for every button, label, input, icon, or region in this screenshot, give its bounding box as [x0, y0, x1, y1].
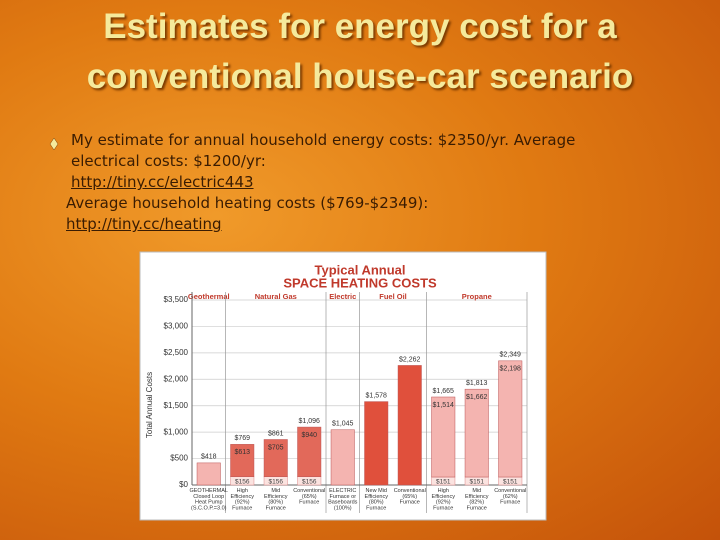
link[interactable]: http://tiny.cc/heating [66, 215, 222, 233]
value-label: $1,662 [466, 394, 488, 401]
x-tick-label: Conventional (62%) Furnace [494, 488, 526, 506]
bar-segment [464, 388, 489, 478]
total-label: $1,813 [466, 380, 488, 387]
x-tick-label: Conventional (65%) Furnace [293, 488, 325, 506]
value-label: $156 [235, 479, 250, 486]
value-label: $613 [234, 449, 250, 456]
bar-segment [364, 401, 389, 486]
bullet-line: electrical costs: $1200/yr: [71, 152, 266, 170]
group-label: Natural Gas [255, 292, 297, 301]
group-label: Propane [462, 292, 492, 301]
link[interactable]: http://tiny.cc/electric443 [71, 173, 254, 191]
value-label: $156 [302, 479, 317, 486]
x-tick-label: High Efficiency (92%) Furnace [432, 488, 456, 511]
bar-segment [230, 444, 255, 478]
bar-segment [330, 429, 355, 486]
bar-segment [196, 462, 221, 486]
y-tick-label: $3,500 [164, 295, 189, 304]
value-label: $705 [268, 444, 284, 451]
total-label: $769 [234, 435, 250, 442]
value-label: $1,514 [433, 402, 455, 409]
chart-subtitle: SPACE HEATING COSTS [283, 275, 437, 290]
total-label: $1,665 [433, 388, 455, 395]
x-tick-label: ELECTRIC Furnace or Baseboards (100%) [328, 488, 358, 511]
y-tick-label: $0 [179, 480, 188, 489]
bullet-block: My estimate for annual household energy … [50, 130, 575, 235]
bar-segment [498, 360, 523, 478]
group-label: Fuel Oil [379, 292, 407, 301]
value-label: $151 [436, 479, 451, 486]
bullet-icon [49, 137, 59, 151]
y-axis-label: Total Annual Costs [145, 372, 154, 438]
bar-segment [397, 365, 422, 486]
slide-title: Estimates for energy cost for a conventi… [86, 7, 634, 96]
bar-segment [263, 439, 288, 478]
bar-segment [431, 396, 456, 478]
value-label: $151 [503, 479, 518, 486]
x-tick-label: Conventional (65%) Furnace [394, 488, 426, 506]
x-tick-label: High Efficiency (92%) Furnace [231, 488, 255, 511]
x-tick-label: GEOTHERMAL Closed Loop Heat Pump (S.C.O.P.=… [189, 488, 228, 511]
y-tick-label: $2,500 [164, 348, 189, 357]
value-label: $418 [201, 454, 217, 461]
y-tick-label: $1,500 [164, 401, 189, 410]
value-label: $156 [269, 479, 284, 486]
group-label: Geothermal [188, 292, 230, 301]
group-label: Electric [329, 292, 356, 301]
x-tick-label: New Mid Efficiency (80%) Furnace [365, 488, 389, 511]
value-label: $1,578 [366, 392, 388, 399]
y-tick-label: $3,000 [164, 322, 189, 331]
total-label: $2,349 [500, 352, 522, 359]
y-tick-label: $500 [170, 454, 188, 463]
bullet-line: My estimate for annual household energy … [71, 131, 576, 149]
y-tick-label: $1,000 [164, 427, 189, 436]
x-tick-label: Mid Efficiency (82%) Furnace [465, 488, 489, 511]
total-label: $861 [268, 430, 284, 437]
chart-title: Typical Annual [314, 262, 405, 277]
y-tick-label: $2,000 [164, 374, 189, 383]
bar-segment [297, 426, 322, 478]
value-label: $2,262 [399, 356, 421, 363]
value-label: $940 [301, 432, 317, 439]
bullet-line: Average household heating costs ($769-$2… [66, 194, 429, 212]
x-tick-label: Mid Efficiency (80%) Furnace [264, 488, 288, 511]
total-label: $1,096 [299, 418, 321, 425]
value-label: $1,045 [332, 421, 354, 428]
value-label: $151 [470, 479, 485, 486]
value-label: $2,198 [500, 366, 522, 373]
